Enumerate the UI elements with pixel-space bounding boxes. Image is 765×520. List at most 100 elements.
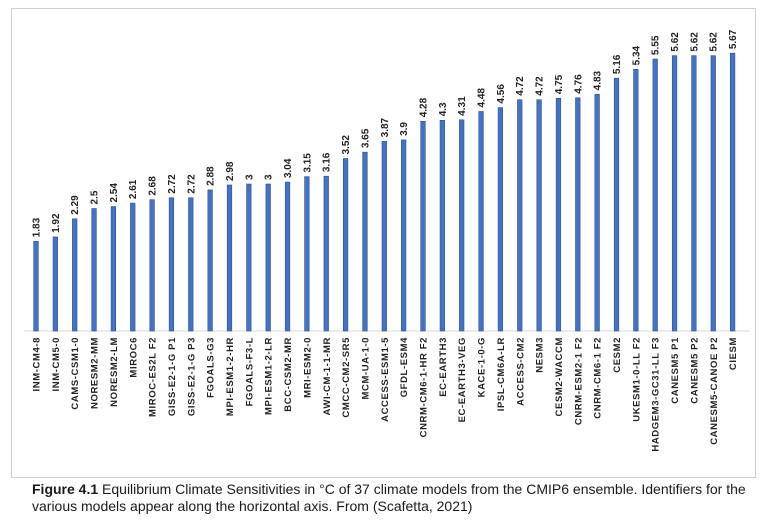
value-label: 3 — [264, 174, 275, 180]
category-label: ACCESS-CM2 — [515, 337, 526, 406]
bar-3 — [72, 218, 78, 332]
value-label: 3.52 — [341, 135, 352, 155]
category-label: CAMS-CSM1-0 — [70, 337, 81, 410]
value-label: 4.28 — [419, 97, 430, 117]
ecs-bar-chart: 1.83 1.92 2.29 2.5 2.54 2.61 2.68 2.72 2.72 2.88 2… — [24, 29, 750, 452]
value-label: 4.75 — [554, 74, 565, 94]
category-label: KACE-1-0-G — [477, 337, 488, 397]
bar-1 — [33, 241, 39, 332]
category-label: CMCC-CM2-SR5 — [341, 337, 352, 418]
category-label: MIROC6 — [128, 337, 139, 378]
value-label: 5.62 — [689, 32, 700, 52]
value-label: 4.48 — [477, 88, 488, 108]
bar-26 — [517, 99, 523, 332]
value-label: 3.65 — [360, 128, 371, 148]
value-label: 1.83 — [32, 217, 43, 237]
bar-31 — [613, 77, 620, 332]
figure-caption: Figure 4.1 Equilibrium Climate Sensitivi… — [32, 481, 757, 515]
value-label: 3.04 — [283, 158, 294, 178]
category-label: NORESM2-MM — [90, 337, 101, 409]
value-label: 2.5 — [90, 190, 101, 204]
category-label: IPSL-CM6A-LR — [496, 337, 507, 411]
category-label: CESM2 — [612, 337, 623, 373]
category-labels-group: INM-CM4-8 INM-CM5-0 CAMS-CSM1-0 NORESM2-MM N… — [32, 337, 740, 452]
bar-11 — [226, 184, 233, 332]
bar-28 — [555, 97, 562, 332]
value-label: 2.88 — [206, 166, 217, 186]
value-label: 2.98 — [225, 161, 236, 181]
category-label: NESM3 — [535, 337, 546, 373]
value-label: 4.72 — [535, 76, 546, 96]
bar-16 — [323, 175, 329, 332]
bar-14 — [284, 181, 291, 332]
value-label: 3.9 — [399, 122, 410, 136]
bar-7 — [149, 199, 155, 332]
bar-4 — [91, 208, 97, 332]
category-label: GFDL-ESM4 — [399, 337, 410, 397]
category-label: EC-EARTH3-VEG — [457, 337, 468, 422]
bar-17 — [342, 158, 349, 332]
bar-24 — [478, 111, 484, 332]
figure-label: Figure 4.1 — [32, 481, 99, 497]
category-label: CANESM5 P1 — [670, 337, 681, 404]
bar-37 — [729, 52, 736, 332]
value-label: 5.62 — [709, 32, 720, 52]
category-label: NORESM2-LM — [109, 337, 120, 407]
category-label: GISS-E2-1-G P1 — [167, 337, 178, 416]
value-label: 2.72 — [186, 174, 197, 194]
bar-12 — [246, 183, 252, 332]
category-label: CNRM-CM6-1 F2 — [593, 337, 604, 419]
category-label: MPI-ESM1-2-HR — [225, 337, 236, 416]
value-label: 4.83 — [593, 70, 604, 90]
bar-25 — [497, 107, 504, 332]
category-label: UKESM1-0-LL F2 — [631, 337, 642, 422]
category-label: CNRM-ESM2-1 F2 — [573, 337, 584, 425]
value-label: 5.16 — [612, 54, 623, 74]
bar-29 — [575, 97, 581, 332]
bar-19 — [381, 141, 387, 332]
bar-22 — [439, 120, 445, 332]
bar-18 — [362, 151, 368, 332]
bar-10 — [207, 189, 213, 332]
bar-9 — [188, 197, 194, 332]
value-label: 3.16 — [322, 152, 333, 172]
category-label: AWI-CM-1-1-MR — [322, 337, 333, 416]
bar-33 — [652, 58, 658, 332]
value-label: 2.68 — [148, 176, 159, 196]
bar-32 — [633, 69, 639, 332]
bar-15 — [304, 176, 310, 332]
category-label: BCC-CSM2-MR — [283, 337, 294, 412]
value-label: 1.92 — [51, 213, 62, 233]
category-label: MCM-UA-1-0 — [360, 337, 371, 399]
category-label: ACCESS-ESM1-5 — [380, 337, 391, 422]
bar-21 — [420, 120, 426, 332]
bar-20 — [401, 139, 407, 332]
chart-frame: 1.83 1.92 2.29 2.5 2.54 2.61 2.68 2.72 2.72 2.88 2… — [11, 8, 756, 478]
category-label: CESM2-WACCM — [554, 337, 565, 416]
value-label: 3.15 — [302, 153, 313, 173]
value-label: 5.55 — [651, 35, 662, 55]
category-label: MRI-ESM2-0 — [302, 337, 313, 398]
category-label: INM-CM5-0 — [51, 337, 62, 391]
bar-34 — [671, 55, 678, 332]
bar-27 — [536, 99, 542, 332]
bar-8 — [168, 197, 175, 332]
category-label: EC-EARTH3 — [438, 337, 449, 397]
bar-13 — [265, 183, 271, 332]
category-label: MIROC-ES2L F2 — [148, 337, 159, 417]
bar-6 — [130, 202, 136, 332]
caption-text: Equilibrium Climate Sensitivities in °C … — [32, 481, 746, 514]
value-label: 5.62 — [670, 32, 681, 52]
value-label: 5.67 — [728, 29, 739, 49]
bar-23 — [459, 119, 465, 332]
bars-group — [33, 52, 736, 332]
category-label: FGOALS-G3 — [206, 337, 217, 398]
bar-30 — [594, 94, 600, 332]
category-label: CANESM5-CANOE P2 — [709, 337, 720, 445]
bar-2 — [52, 236, 58, 332]
category-label: GISS-E2-1-G P3 — [186, 337, 197, 416]
value-label: 3.87 — [380, 117, 391, 137]
category-label: FGOALS-F3-L — [244, 337, 255, 406]
value-label: 4.56 — [496, 84, 507, 104]
category-label: CIESM — [728, 337, 739, 370]
